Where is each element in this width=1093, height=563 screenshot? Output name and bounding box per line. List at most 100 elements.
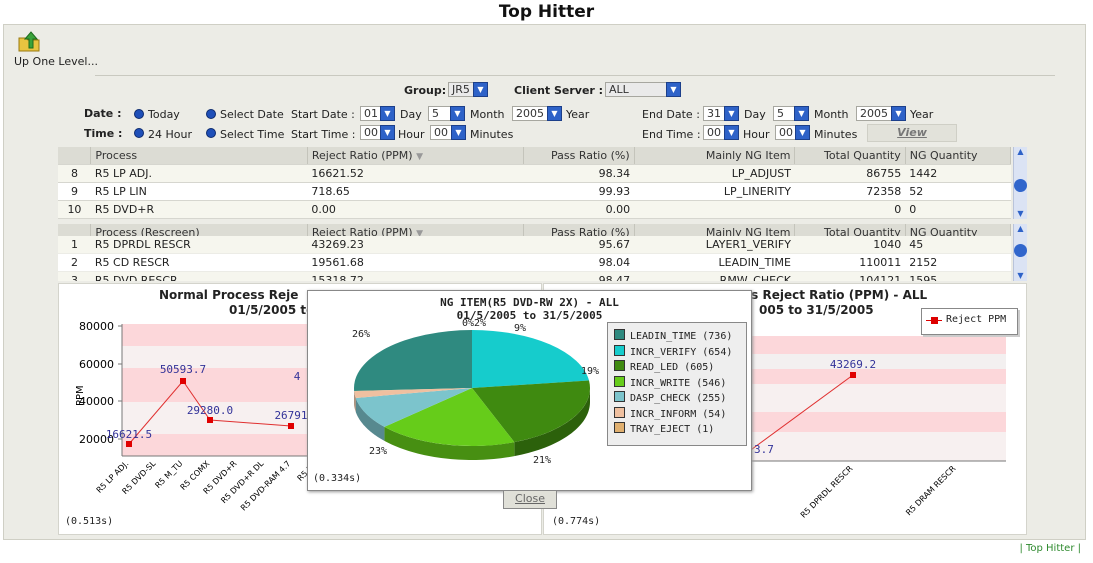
legend-item: TRAY_EJECT (1) <box>614 422 714 436</box>
pie-chart-svg <box>354 330 590 460</box>
total-qty-cell: 72358 <box>794 182 906 201</box>
24-hour-radio[interactable] <box>134 128 144 138</box>
start-month-value: 5 <box>432 107 439 120</box>
table-row[interactable]: 3 R5 DVD RESCR 15318.72 98.47 RMW_CHECK 10412… <box>58 271 1011 281</box>
legend-item: LEADIN_TIME (736) <box>614 329 732 343</box>
chevron-down-icon: ▼ <box>666 82 681 97</box>
chevron-down-icon: ▼ <box>380 106 395 121</box>
reject-ratio-cell: 16621.52 <box>307 164 524 183</box>
ng-qty-cell: 2152 <box>905 253 1011 272</box>
view-button[interactable]: View <box>867 124 957 142</box>
rescreen-scrollbar[interactable]: ▲ ▼ <box>1013 224 1027 281</box>
pie-slice <box>384 388 515 446</box>
table-row[interactable]: 1 R5 DPRDL RESCR 43269.23 95.67 LAYER1_VERIF… <box>58 235 1011 254</box>
start-hour-select[interactable]: 00 ▼ <box>360 125 395 140</box>
process-cell: R5 LP LIN <box>90 182 308 201</box>
scroll-down-icon[interactable]: ▼ <box>1017 209 1024 218</box>
ng-item-cell: RMW_CHECK <box>634 271 795 281</box>
end-month-select[interactable]: 5 ▼ <box>773 106 809 121</box>
timing-label: (0.334s) <box>313 473 362 484</box>
end-year-label: Year <box>910 108 934 121</box>
plot-band <box>744 369 1006 384</box>
chart-subtitle: 005 to 31/5/2005 <box>759 303 874 317</box>
header-ng-item[interactable]: Mainly NG Item <box>634 147 796 165</box>
pie-legend: LEADIN_TIME (736) INCR_VERIFY (654) READ_L… <box>607 322 747 446</box>
ng-qty-cell: 1595 <box>905 271 1011 281</box>
end-minutes-value: 00 <box>779 126 793 139</box>
chevron-down-icon: ▼ <box>451 125 466 140</box>
client-server-select[interactable]: ALL ▼ <box>605 82 681 97</box>
pie-pct-label: 23% <box>369 446 388 457</box>
end-minutes-select[interactable]: 00 ▼ <box>775 125 810 140</box>
legend-swatch <box>614 375 625 387</box>
end-month-label: Month <box>814 108 849 121</box>
data-point <box>850 372 856 378</box>
start-month-select[interactable]: 5 ▼ <box>428 106 465 121</box>
close-button[interactable]: Close <box>503 490 557 509</box>
end-year-select[interactable]: 2005 ▼ <box>856 106 906 121</box>
table-row[interactable]: 2 R5 CD RESCR 19561.68 98.04 LEADIN_TIME 1100… <box>58 253 1011 272</box>
header-pass-ratio[interactable]: Pass Ratio (%) <box>523 147 635 165</box>
pie-slice <box>472 380 590 443</box>
end-day-value: 31 <box>707 107 721 120</box>
legend-item: READ_LED (605) <box>614 360 714 374</box>
scroll-up-icon[interactable]: ▲ <box>1017 224 1024 233</box>
scroll-down-icon[interactable]: ▼ <box>1017 271 1024 280</box>
pie-slice <box>354 388 472 398</box>
data-point <box>207 417 213 423</box>
start-minutes-value: 00 <box>434 126 448 139</box>
time-label: Time : <box>84 127 123 140</box>
ng-item-cell: LP_LINERITY <box>634 182 795 201</box>
header-ng-qty[interactable]: NG Quantity <box>905 147 1012 165</box>
header-reject-ratio[interactable]: Reject Ratio (PPM) ▼ <box>307 147 525 165</box>
header-process[interactable]: Process <box>90 147 308 165</box>
start-year-select[interactable]: 2005 ▼ <box>512 106 562 121</box>
start-hour-value: 00 <box>364 126 378 139</box>
start-minutes-select[interactable]: 00 ▼ <box>430 125 466 140</box>
end-hour-value: 00 <box>707 126 721 139</box>
rescreen-table: Process (Rescreen) Reject Ratio (PPM) ▼ … <box>58 224 1011 281</box>
legend-swatch <box>614 406 625 418</box>
legend-marker <box>931 317 938 324</box>
today-radio[interactable] <box>134 109 144 119</box>
chevron-down-icon: ▼ <box>450 106 465 121</box>
divider <box>95 75 1055 76</box>
up-one-level-link[interactable]: Up One Level... <box>14 55 98 68</box>
table-row[interactable]: 9 R5 LP LIN 718.65 99.93 LP_LINERITY 72358 52 <box>58 182 1011 201</box>
table-row[interactable]: 10 R5 DVD+R 0.00 0.00 0 0 <box>58 200 1011 219</box>
scroll-up-icon[interactable]: ▲ <box>1017 147 1024 156</box>
table-row[interactable]: 8 R5 LP ADJ. 16621.52 98.34 LP_ADJUST 86755 14… <box>58 164 1011 183</box>
up-folder-icon[interactable] <box>17 30 41 52</box>
legend-label: INCR_INFORM <box>630 408 697 420</box>
pie-pct-label: 21% <box>533 455 552 466</box>
chart-legend: Reject PPM <box>921 308 1018 335</box>
select-time-radio[interactable] <box>206 128 216 138</box>
sort-desc-icon: ▼ <box>416 152 423 162</box>
reject-ratio-cell: 15318.72 <box>307 271 524 281</box>
chevron-down-icon: ▼ <box>724 106 739 121</box>
x-tick-label: R5 DVD-RAM 4.7 <box>239 459 292 512</box>
row-number: 3 <box>58 271 91 281</box>
pie-title: NG ITEM(R5 DVD-RW 2X) - ALL <box>440 296 619 309</box>
end-hour-select[interactable]: 00 ▼ <box>703 125 739 140</box>
legend-value: (654) <box>696 346 733 358</box>
end-year-value: 2005 <box>860 107 888 120</box>
scroll-thumb[interactable] <box>1014 179 1027 192</box>
start-day-select[interactable]: 01 ▼ <box>360 106 395 121</box>
total-qty-cell: 104121 <box>794 271 906 281</box>
table-scrollbar[interactable]: ▲ ▼ <box>1013 147 1027 219</box>
footer-top-hitter-link[interactable]: | Top Hitter | <box>1019 543 1081 554</box>
end-day-select[interactable]: 31 ▼ <box>703 106 739 121</box>
group-select[interactable]: JR5 ▼ <box>448 82 488 97</box>
ng-item-cell: LP_ADJUST <box>634 164 795 183</box>
today-label: Today <box>148 108 180 121</box>
header-total-qty[interactable]: Total Quantity <box>794 147 906 165</box>
rescreen-table-wrap: Process (Rescreen) Reject Ratio (PPM) ▼ … <box>58 224 1011 281</box>
legend-value: (255) <box>690 393 727 404</box>
scroll-thumb[interactable] <box>1014 244 1027 257</box>
pie-slice <box>354 330 472 391</box>
data-point <box>288 423 294 429</box>
process-cell: R5 LP ADJ. <box>90 164 308 183</box>
legend-label: TRAY_EJECT <box>630 424 691 435</box>
select-date-radio[interactable] <box>206 109 216 119</box>
